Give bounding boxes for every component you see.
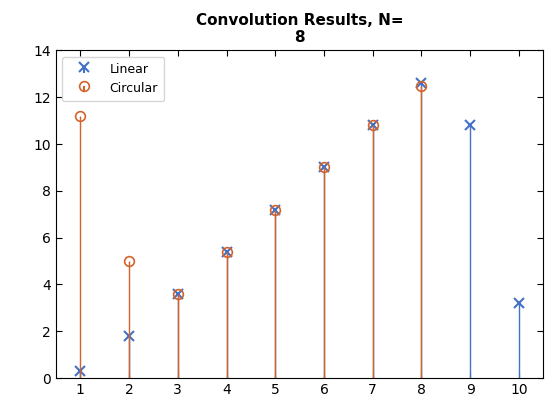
Legend: Linear, Circular: Linear, Circular (62, 57, 165, 101)
Title: Convolution Results, N=
8: Convolution Results, N= 8 (196, 13, 403, 45)
